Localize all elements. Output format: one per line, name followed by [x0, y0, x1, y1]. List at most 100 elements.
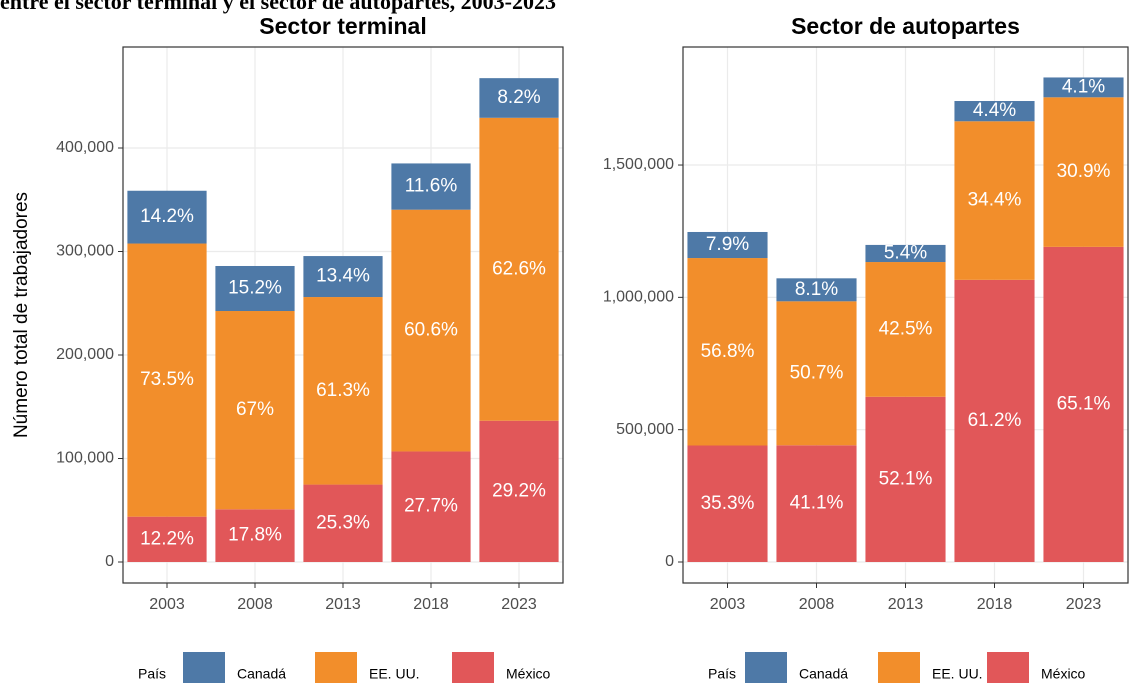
- x-tick-label: 2003: [710, 596, 746, 613]
- x-tick-label: 2018: [977, 596, 1013, 613]
- y-tick-label: 200,000: [56, 346, 114, 363]
- data-label: 13.4%: [316, 266, 370, 287]
- data-label: 67%: [236, 399, 274, 420]
- legend-swatch: [987, 652, 1029, 683]
- data-label: 4.1%: [1062, 76, 1105, 97]
- data-label: 8.1%: [795, 279, 838, 300]
- legend-title: País: [708, 666, 736, 682]
- data-label: 7.9%: [706, 234, 749, 255]
- legend-swatch: [745, 652, 787, 683]
- x-tick-label: 2023: [1066, 596, 1102, 613]
- bar-segment: [1043, 77, 1124, 98]
- plot-border: [122, 46, 564, 584]
- legend-title: País: [138, 666, 166, 682]
- data-label: 14.2%: [140, 206, 194, 227]
- data-label: 50.7%: [790, 362, 844, 383]
- bar-segment: [479, 420, 559, 562]
- data-label: 29.2%: [492, 480, 546, 501]
- legend-label: México: [1041, 666, 1086, 682]
- legend-swatch: [452, 652, 494, 683]
- bar-segment: [479, 78, 559, 118]
- y-tick-label: 1,000,000: [603, 289, 674, 306]
- bar-segment: [391, 451, 471, 562]
- data-label: 52.1%: [879, 468, 933, 489]
- bar-segment: [776, 278, 857, 302]
- data-label: 5.4%: [884, 243, 927, 264]
- data-label: 42.5%: [879, 318, 933, 339]
- bar-segment: [303, 484, 383, 562]
- x-tick-label: 2013: [325, 596, 361, 613]
- bar-segment: [954, 101, 1035, 122]
- bar-segment: [1043, 97, 1124, 247]
- bar-segment: [215, 311, 295, 510]
- data-label: 60.6%: [404, 320, 458, 341]
- panel-title: Sector terminal: [259, 13, 426, 39]
- bar-segment: [776, 301, 857, 446]
- y-tick-label: 1,500,000: [603, 156, 674, 173]
- bar-segment: [954, 279, 1035, 562]
- legend-swatch: [183, 652, 225, 683]
- bar-segment: [776, 445, 857, 562]
- y-tick-label: 500,000: [616, 421, 674, 438]
- bar-segment: [1043, 246, 1124, 562]
- legend-label: EE. UU.: [932, 666, 983, 682]
- y-tick-label: 100,000: [56, 450, 114, 467]
- x-tick-label: 2023: [501, 596, 537, 613]
- data-label: 62.6%: [492, 258, 546, 279]
- legend-swatch: [878, 652, 920, 683]
- y-tick-label: 400,000: [56, 139, 114, 156]
- bar-segment: [865, 396, 946, 562]
- legend-label: Canadá: [799, 666, 848, 682]
- figure-title: entre el sector terminal y el sector de …: [0, 0, 556, 14]
- bar-segment: [865, 262, 946, 397]
- bar-segment: [954, 121, 1035, 280]
- bar-segment: [687, 258, 768, 446]
- bar-segment: [215, 509, 295, 562]
- y-tick-label: 0: [105, 553, 114, 570]
- data-label: 27.7%: [404, 496, 458, 517]
- x-tick-label: 2018: [413, 596, 449, 613]
- data-label: 25.3%: [316, 512, 370, 533]
- data-label: 35.3%: [701, 493, 755, 514]
- bar-segment: [215, 265, 295, 312]
- data-label: 17.8%: [228, 525, 282, 546]
- bar-segment: [303, 256, 383, 298]
- data-label: 15.2%: [228, 278, 282, 299]
- data-label: 61.3%: [316, 380, 370, 401]
- bar-segment: [687, 445, 768, 562]
- data-label: 30.9%: [1057, 161, 1111, 182]
- y-axis-label: Número total de trabajadores: [11, 192, 32, 438]
- bar-segment: [127, 516, 207, 562]
- data-label: 61.2%: [968, 410, 1022, 431]
- data-label: 73.5%: [140, 369, 194, 390]
- y-tick-label: 300,000: [56, 243, 114, 260]
- bar-segment: [687, 231, 768, 259]
- x-tick-label: 2013: [888, 596, 924, 613]
- data-label: 11.6%: [405, 176, 458, 197]
- bar-segment: [127, 190, 207, 244]
- legend-label: México: [506, 666, 551, 682]
- data-label: 56.8%: [701, 341, 755, 362]
- data-label: 34.4%: [968, 190, 1022, 211]
- y-tick-label: 0: [665, 553, 674, 570]
- data-label: 41.1%: [790, 493, 844, 514]
- bar-segment: [479, 117, 559, 421]
- plot-border: [682, 46, 1129, 584]
- x-tick-label: 2003: [149, 596, 185, 613]
- bar-segment: [391, 209, 471, 452]
- data-label: 12.2%: [140, 528, 194, 549]
- x-tick-label: 2008: [799, 596, 835, 613]
- data-label: 8.2%: [497, 87, 540, 108]
- bar-segment: [127, 243, 207, 517]
- legend-label: EE. UU.: [369, 666, 420, 682]
- bar-segment: [391, 163, 471, 210]
- legend-label: Canadá: [237, 666, 286, 682]
- x-tick-label: 2008: [237, 596, 273, 613]
- panel-title: Sector de autopartes: [791, 13, 1020, 39]
- bar-segment: [865, 244, 946, 263]
- data-label: 4.4%: [973, 100, 1016, 121]
- bar-segment: [303, 297, 383, 485]
- data-label: 65.1%: [1057, 393, 1111, 414]
